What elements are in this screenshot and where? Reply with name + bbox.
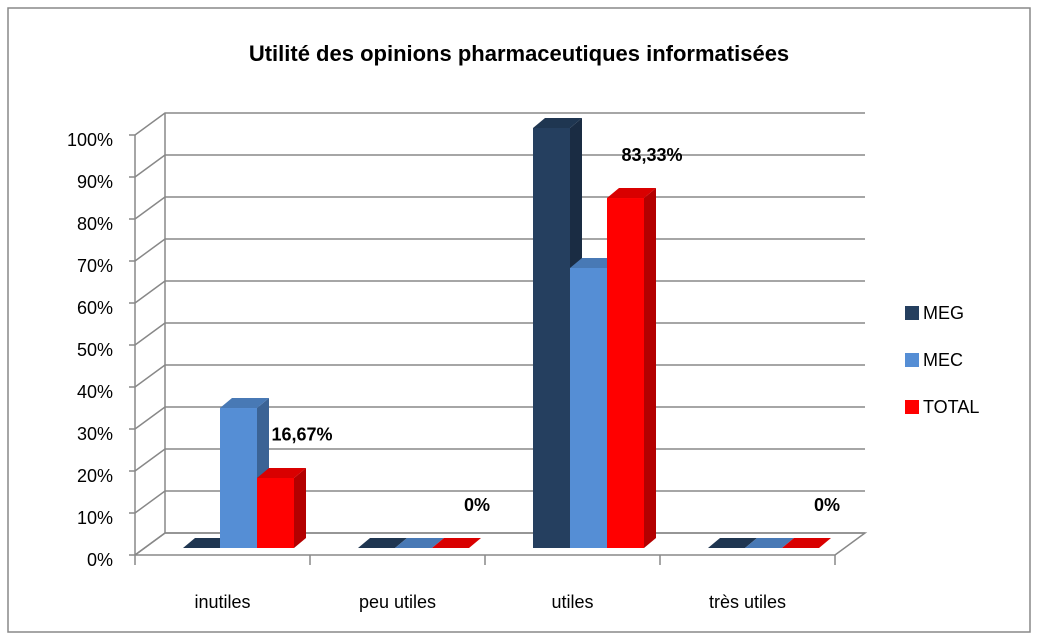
y-tick-label: 80% xyxy=(77,214,113,234)
grid-line xyxy=(134,112,865,136)
bar-top xyxy=(358,538,407,548)
x-tick-label: peu utiles xyxy=(359,592,436,612)
bar xyxy=(358,538,407,548)
bar-front xyxy=(533,128,570,548)
y-tick-label: 40% xyxy=(77,382,113,402)
chart-title: Utilité des opinions pharmaceutiques inf… xyxy=(249,41,789,66)
legend-label: TOTAL xyxy=(923,397,979,417)
y-tick-label: 70% xyxy=(77,256,113,276)
bar xyxy=(607,188,656,548)
bar-top xyxy=(257,467,306,478)
data-label: 0% xyxy=(464,495,490,515)
grid-line xyxy=(134,154,865,178)
bar xyxy=(395,538,444,548)
bar xyxy=(183,538,232,548)
legend-swatch xyxy=(905,306,919,320)
chart-border xyxy=(7,7,1031,633)
y-tick-label: 100% xyxy=(67,130,113,150)
y-tick-label: 60% xyxy=(77,298,113,318)
bar-top xyxy=(745,538,794,548)
bar-top xyxy=(432,538,481,548)
x-tick-label: très utiles xyxy=(709,592,786,612)
legend-swatch xyxy=(905,400,919,414)
bar xyxy=(257,467,306,548)
bar-top xyxy=(708,538,757,548)
y-tick-label: 0% xyxy=(87,550,113,570)
bar-top xyxy=(533,118,582,128)
bar-side xyxy=(644,188,656,548)
bar-side xyxy=(294,467,306,548)
bar-top xyxy=(782,538,831,548)
legend-label: MEG xyxy=(923,303,964,323)
bar xyxy=(782,538,831,548)
legend-label: MEC xyxy=(923,350,963,370)
bar-front xyxy=(220,408,257,548)
bar-top xyxy=(607,188,656,199)
bar-front xyxy=(257,477,294,548)
bar-top xyxy=(395,538,444,548)
legend-swatch xyxy=(905,353,919,367)
y-tick-label: 20% xyxy=(77,466,113,486)
y-tick-label: 30% xyxy=(77,424,113,444)
bar-top xyxy=(183,538,232,548)
x-tick-label: inutiles xyxy=(194,592,250,612)
x-tick-label: utiles xyxy=(551,592,593,612)
bar-top xyxy=(220,398,269,409)
y-tick-label: 10% xyxy=(77,508,113,528)
bar xyxy=(708,538,757,548)
bar-front xyxy=(570,267,607,548)
bar xyxy=(745,538,794,548)
data-label: 0% xyxy=(814,495,840,515)
bar-front xyxy=(607,198,644,548)
data-label: 83,33% xyxy=(621,145,682,165)
bar-top xyxy=(570,257,619,268)
y-tick-label: 90% xyxy=(77,172,113,192)
bar xyxy=(432,538,481,548)
y-tick-label: 50% xyxy=(77,340,113,360)
data-label: 16,67% xyxy=(271,425,332,445)
